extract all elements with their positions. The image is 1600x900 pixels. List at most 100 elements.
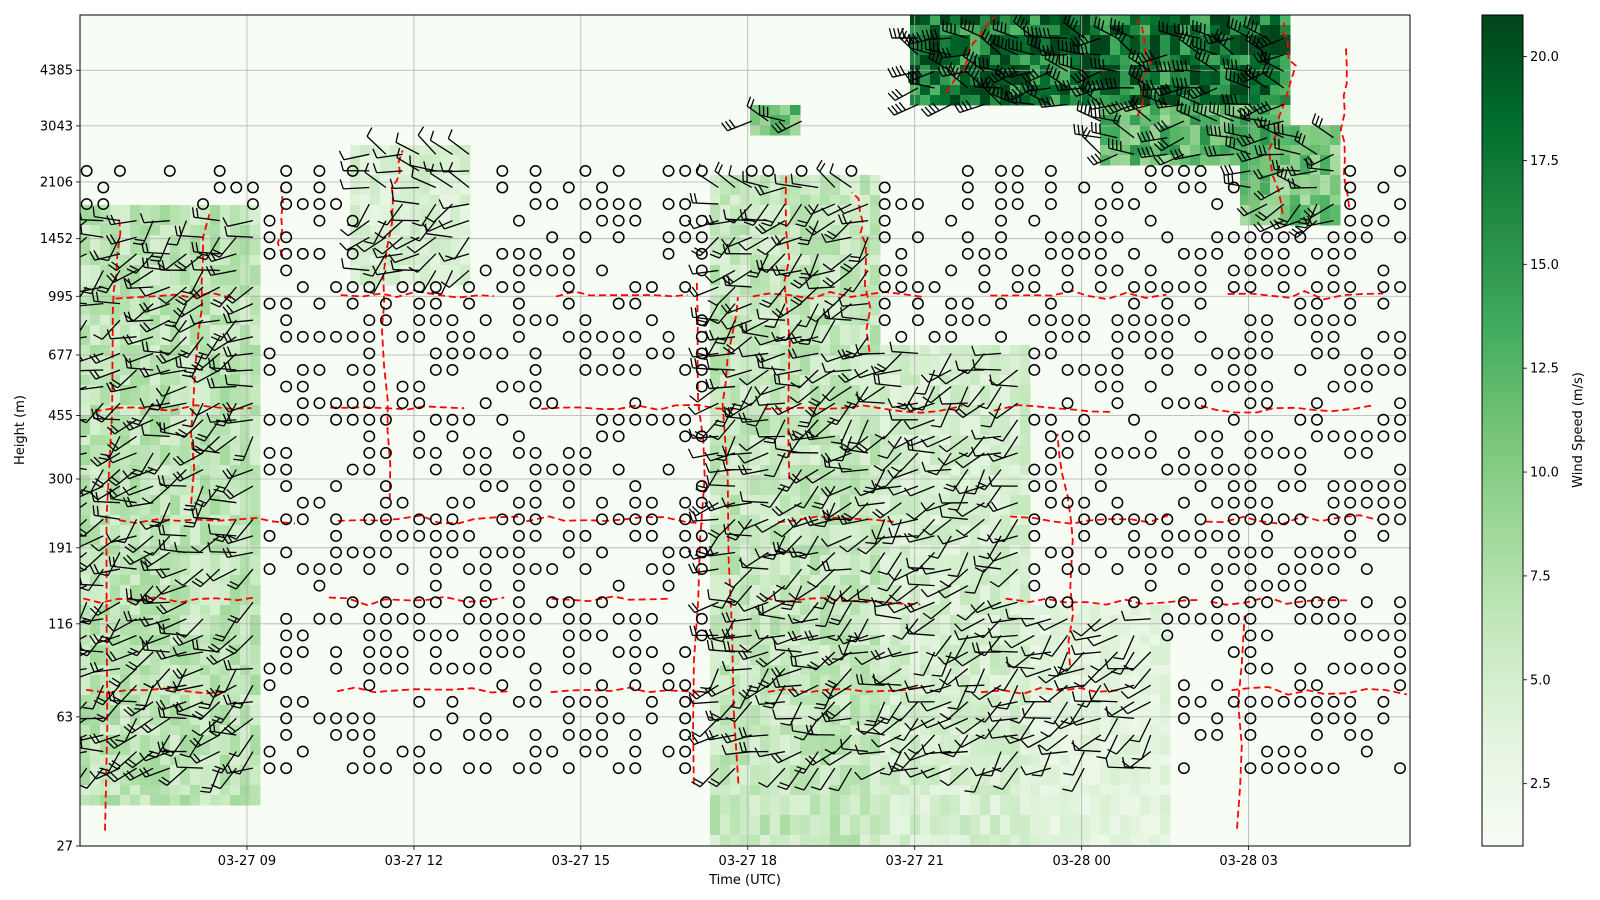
heatmap-cell <box>90 505 101 516</box>
heatmap-cell <box>980 675 991 686</box>
wind-barb <box>155 419 187 431</box>
heatmap-cell <box>170 345 181 356</box>
heatmap-cell <box>130 565 141 576</box>
heatmap-cell <box>1080 815 1091 826</box>
heatmap-cell <box>740 175 751 186</box>
heatmap-cell <box>140 515 151 526</box>
heatmap-cell <box>790 465 801 476</box>
heatmap-cell <box>990 355 1001 366</box>
heatmap-cell <box>110 505 121 516</box>
heatmap-cell <box>1300 125 1311 136</box>
heatmap-cell <box>830 805 841 816</box>
heatmap-cell <box>170 775 181 786</box>
heatmap-cell <box>830 535 841 546</box>
heatmap-cell <box>400 235 411 246</box>
heatmap-cell <box>1090 735 1101 746</box>
calm-circle <box>562 712 575 725</box>
heatmap-cell <box>230 795 241 806</box>
heatmap-cell <box>350 235 361 246</box>
wind-barb <box>122 496 154 508</box>
heatmap-cell <box>860 325 871 336</box>
heatmap-cell <box>830 425 841 436</box>
heatmap-cell <box>960 595 971 606</box>
heatmap-cell <box>1010 535 1021 546</box>
heatmap-cell <box>250 555 261 566</box>
heatmap-cell <box>750 305 761 316</box>
heatmap-cell <box>200 575 211 586</box>
calm-circle <box>679 198 692 211</box>
calm-circle <box>330 413 343 426</box>
heatmap-cell <box>750 745 761 756</box>
heatmap-cell <box>820 735 831 746</box>
heatmap-cell <box>730 525 741 536</box>
heatmap-cell <box>1260 105 1271 116</box>
wind-barb <box>139 634 171 646</box>
heatmap-cell <box>790 265 801 276</box>
heatmap-cell <box>1120 25 1131 36</box>
heatmap-cell <box>380 175 391 186</box>
wind-barb <box>222 332 254 343</box>
heatmap-cell <box>120 445 131 456</box>
heatmap-cell <box>1130 695 1141 706</box>
heatmap-cell <box>1090 795 1101 806</box>
heatmap-cell <box>970 705 981 716</box>
heatmap-cell <box>240 375 251 386</box>
heatmap-cell <box>1160 35 1171 46</box>
heatmap-cell <box>750 805 761 816</box>
heatmap-cell <box>80 545 91 556</box>
heatmap-cell <box>420 225 431 236</box>
heatmap-cell <box>920 775 931 786</box>
heatmap-cell <box>920 825 931 836</box>
calm-circle <box>280 314 293 327</box>
heatmap-cell <box>200 605 211 616</box>
heatmap-cell <box>140 585 151 596</box>
contour-line <box>336 686 509 694</box>
heatmap-cell <box>850 785 861 796</box>
heatmap-cell <box>900 355 911 366</box>
heatmap-cell <box>800 255 811 266</box>
heatmap-cell <box>870 775 881 786</box>
heatmap-cell <box>1140 825 1151 836</box>
wind-barb <box>122 551 154 566</box>
heatmap-cell <box>1140 665 1151 676</box>
heatmap-cell <box>970 695 981 706</box>
wind-barb <box>205 568 237 582</box>
heatmap-cell <box>1280 185 1291 196</box>
heatmap-cell <box>1300 195 1311 206</box>
heatmap-cell <box>930 45 941 56</box>
heatmap-cell <box>1100 95 1111 106</box>
wind-barb <box>80 667 104 678</box>
calm-circle <box>479 480 492 493</box>
heatmap-cell <box>910 745 921 756</box>
wind-barb <box>106 485 137 499</box>
calm-circle <box>479 729 492 741</box>
heatmap-cell <box>820 815 831 826</box>
heatmap-cell <box>960 675 971 686</box>
heatmap-cell <box>730 235 741 246</box>
heatmap-cell <box>360 195 371 206</box>
calm-circle <box>429 529 442 542</box>
heatmap-cell <box>910 755 921 766</box>
heatmap-cell <box>880 785 891 796</box>
heatmap-cell <box>710 195 721 206</box>
heatmap-cell <box>1060 655 1071 666</box>
heatmap-cell <box>810 815 821 826</box>
heatmap-cell <box>990 35 1001 46</box>
heatmap-cell <box>120 205 131 216</box>
heatmap-cell <box>200 735 211 746</box>
heatmap-cell <box>710 385 721 396</box>
heatmap-cell <box>1100 85 1111 96</box>
heatmap-cell <box>860 755 871 766</box>
heatmap-cell <box>90 525 101 536</box>
heatmap-cell <box>200 425 211 436</box>
heatmap-cell <box>210 385 221 396</box>
heatmap-cell <box>760 245 771 256</box>
heatmap-cell <box>730 815 741 826</box>
heatmap-cell <box>1000 505 1011 516</box>
heatmap-cell <box>820 615 831 626</box>
heatmap-cell <box>830 735 841 746</box>
heatmap-cell <box>860 725 871 736</box>
heatmap-cell <box>760 685 771 696</box>
heatmap-cell <box>810 415 821 426</box>
heatmap-cell <box>1300 165 1311 176</box>
